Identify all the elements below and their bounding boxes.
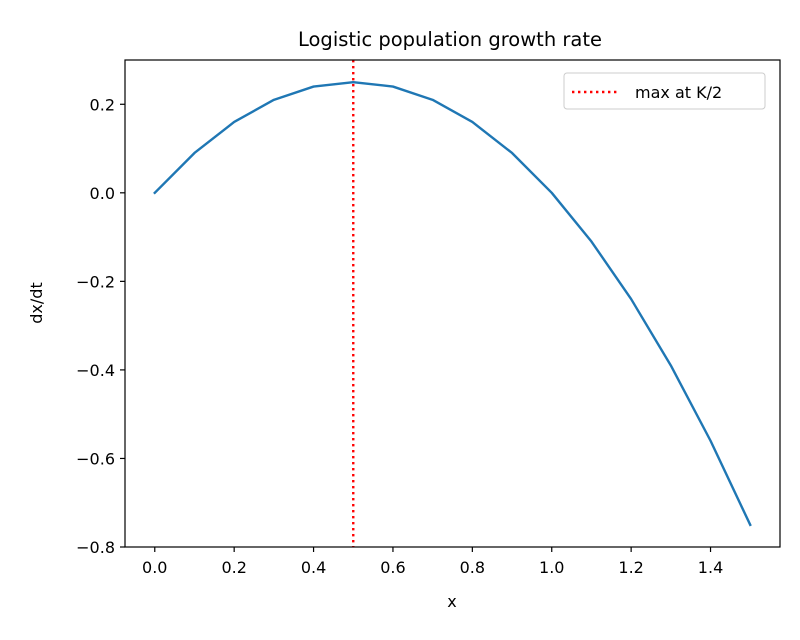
x-tick-label: 0.2: [221, 558, 246, 577]
y-tick-label: −0.4: [76, 361, 115, 380]
y-tick-label: −0.6: [76, 449, 115, 468]
y-tick-label: 0.2: [90, 95, 115, 114]
plot-content: [153, 60, 752, 547]
x-tick-label: 1.2: [618, 558, 643, 577]
x-tick-label: 0.4: [301, 558, 326, 577]
x-tick-label: 1.0: [539, 558, 564, 577]
series-line-0: [153, 80, 752, 527]
y-tick-label: 0.0: [90, 184, 115, 203]
x-tick-label: 1.4: [698, 558, 723, 577]
legend-label-vline: max at K/2: [635, 83, 722, 102]
legend-box: [563, 72, 766, 110]
plot-area: [125, 60, 780, 547]
x-tick-label: 0.0: [142, 558, 167, 577]
y-tick-label: −0.2: [76, 272, 115, 291]
plot-frame: [124, 59, 781, 548]
axis-ticks: 0.0 0.2 0.4 0.6 0.8 1.0 1.2 1.4 −0.8 −0.6 −0.4 −0.2…: [76, 95, 723, 577]
x-axis-label: x: [447, 592, 456, 611]
x-tick-label: 0.6: [380, 558, 405, 577]
legend: max at K/2: [563, 72, 766, 110]
y-tick-label: −0.8: [76, 538, 115, 557]
x-tick-label: 0.8: [460, 558, 485, 577]
chart-title: Logistic population growth rate: [298, 28, 602, 51]
y-axis-label: dx/dt: [27, 282, 46, 323]
